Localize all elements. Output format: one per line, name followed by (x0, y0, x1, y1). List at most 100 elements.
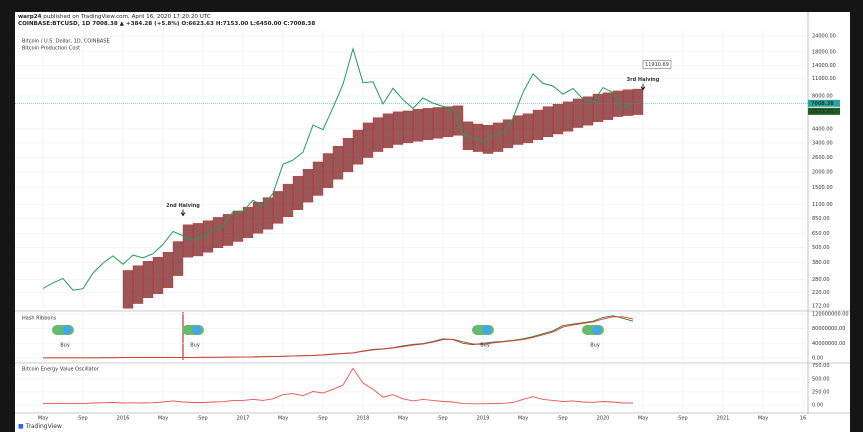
panel-subtitle: Bitcoin Production Cost (22, 46, 80, 52)
last-value-label: 6679.41 (811, 109, 834, 115)
y-tick-label: 280.00 (812, 277, 830, 283)
production-cost-band (562, 101, 574, 132)
symbol-line: COINBASE:BTCUSD, 1D 7008.38 ▲ +384.28 (+… (18, 21, 316, 27)
signal-label: Buy (480, 343, 490, 349)
production-cost-band (602, 92, 614, 120)
x-tick-label: 2017 (237, 416, 250, 422)
signal-dot (482, 325, 492, 335)
x-tick-label: 2021 (717, 416, 730, 422)
annotation-label: 3rd Halving (627, 77, 660, 83)
production-cost-band (632, 88, 644, 115)
production-cost-band (142, 261, 154, 298)
annotation-arrow (180, 209, 186, 217)
header: warp24 published on TradingView.com, Apr… (18, 14, 315, 28)
production-cost-band (622, 89, 634, 116)
x-tick-label: May (278, 416, 288, 422)
publish-line: warp24 published on TradingView.com, Apr… (18, 14, 315, 21)
production-cost-band (512, 115, 524, 145)
production-cost-band (412, 108, 424, 142)
y-tick-label: 4400.00 (812, 126, 833, 132)
production-cost-band (302, 169, 314, 203)
y-tick-label: 14000.00 (812, 63, 836, 69)
last-value-box (808, 99, 840, 107)
last-value-label: 7008.38 (811, 101, 834, 107)
last-value-box (808, 107, 840, 115)
production-cost-band (402, 110, 414, 144)
y-tick-label: 18000.00 (812, 49, 836, 55)
signal-dot (62, 325, 72, 335)
production-cost-band (342, 138, 354, 173)
callout-box (642, 60, 672, 69)
y-tick-label: 120000000.00 (812, 311, 849, 317)
y-tick-label: 11000.00 (812, 76, 836, 82)
production-cost-band (272, 191, 284, 224)
x-tick-label: May (518, 416, 528, 422)
y-tick-label: 500.00 (812, 376, 830, 382)
production-cost-band (522, 113, 534, 144)
y-tick-label: 172.00 (812, 304, 830, 310)
production-cost-band (122, 270, 134, 309)
production-cost-band (592, 93, 604, 123)
series-line (42, 46, 634, 291)
panel-title: Hash Ribbons (22, 316, 57, 322)
brand: TradingView (25, 423, 62, 430)
production-cost-band (242, 206, 254, 238)
y-tick-label: 8000.00 (812, 94, 833, 100)
published: published on TradingView.com, April 16, … (43, 14, 211, 20)
x-tick-label: Sep (678, 416, 687, 422)
signal-label: Buy (590, 343, 600, 349)
signal-label: Buy (190, 343, 200, 349)
production-cost-band (212, 217, 224, 248)
y-tick-label: 750.00 (812, 363, 830, 369)
signal-dot (192, 325, 202, 335)
production-cost-band (332, 146, 344, 180)
production-cost-band (252, 201, 264, 234)
y-tick-label: 80000000.00 (812, 326, 845, 332)
x-tick-label: 2019 (477, 416, 490, 422)
production-cost-band (362, 122, 374, 158)
callout-label: 11910.69 (645, 62, 669, 68)
y-tick-label: 380.00 (812, 260, 830, 266)
production-cost-band (432, 107, 444, 139)
series-line (43, 316, 634, 359)
x-tick-label: Sep (438, 416, 447, 422)
production-cost-band (152, 257, 164, 295)
signal-dot (592, 325, 602, 335)
panel-title: Bitcoin / U.S. Dollar, 1D, COINBASE (22, 39, 110, 45)
author: warp24 (18, 14, 42, 20)
chart-frame (15, 12, 850, 432)
production-cost-band (392, 111, 404, 145)
production-cost-band (442, 106, 454, 138)
series-line (43, 367, 633, 405)
production-cost-band (312, 161, 324, 196)
y-tick-label: 2600.00 (812, 155, 833, 161)
y-tick-label: 250.00 (812, 389, 830, 395)
footer: ■ TradingView (18, 423, 62, 430)
production-cost-band (162, 252, 174, 289)
x-tick-label: Sep (198, 416, 207, 422)
x-tick-label: May (638, 416, 648, 422)
x-tick-label: 2016 (117, 416, 130, 422)
y-tick-label: 500.00 (812, 245, 830, 251)
production-cost-band (552, 103, 564, 135)
production-cost-band (502, 119, 514, 149)
production-cost-band (542, 106, 554, 138)
production-cost-band (282, 183, 294, 217)
production-cost-band (262, 197, 274, 230)
production-cost-band (322, 153, 334, 188)
x-tick-label: 2018 (357, 416, 370, 422)
series-line (43, 315, 634, 359)
x-tick-label: May (158, 416, 168, 422)
x-tick-label: May (38, 416, 48, 422)
signal-label: Buy (60, 343, 70, 349)
x-tick-label: May (758, 416, 768, 422)
production-cost-band (202, 220, 214, 253)
x-tick-label: May (398, 416, 408, 422)
production-cost-band (172, 241, 184, 276)
production-cost-band (132, 265, 144, 304)
x-tick-label: Sep (558, 416, 567, 422)
y-tick-label: 2000.00 (812, 169, 833, 175)
production-cost-band (352, 129, 364, 165)
